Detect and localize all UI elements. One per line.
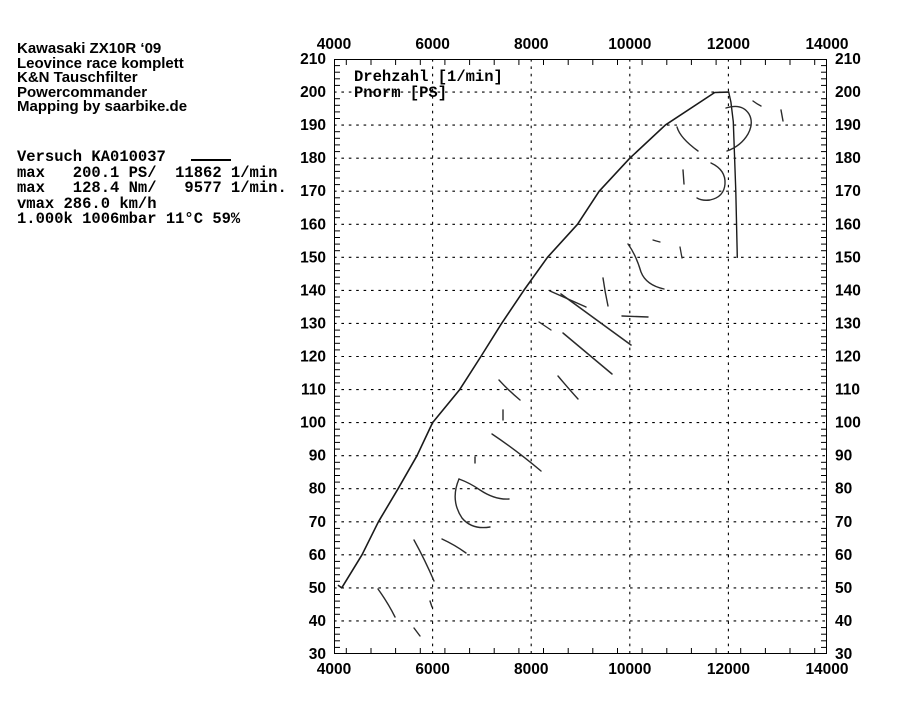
svg-text:170: 170 (835, 183, 861, 200)
svg-text:10000: 10000 (608, 661, 651, 678)
svg-text:150: 150 (835, 249, 861, 266)
svg-text:10000: 10000 (608, 36, 651, 53)
svg-text:110: 110 (835, 382, 860, 399)
svg-text:Pnorm [PS]: Pnorm [PS] (354, 84, 447, 102)
svg-text:90: 90 (309, 448, 326, 465)
svg-text:200: 200 (835, 84, 861, 101)
svg-text:190: 190 (300, 117, 326, 134)
svg-text:100: 100 (835, 415, 861, 432)
svg-text:30: 30 (835, 646, 852, 663)
svg-text:130: 130 (835, 315, 861, 332)
svg-text:40: 40 (309, 613, 326, 630)
svg-text:60: 60 (309, 547, 326, 564)
svg-text:12000: 12000 (707, 36, 750, 53)
svg-text:70: 70 (835, 514, 852, 531)
svg-text:70: 70 (309, 514, 326, 531)
svg-text:14000: 14000 (805, 661, 848, 678)
svg-text:4000: 4000 (317, 661, 351, 678)
svg-text:140: 140 (835, 282, 861, 299)
svg-text:8000: 8000 (514, 36, 548, 53)
svg-text:110: 110 (301, 382, 326, 399)
svg-text:120: 120 (835, 349, 861, 366)
svg-text:210: 210 (835, 51, 861, 68)
svg-text:12000: 12000 (707, 661, 750, 678)
svg-text:120: 120 (300, 349, 326, 366)
svg-text:160: 160 (300, 216, 326, 233)
svg-text:6000: 6000 (415, 661, 449, 678)
svg-text:50: 50 (309, 580, 326, 597)
svg-text:60: 60 (835, 547, 852, 564)
svg-text:80: 80 (309, 481, 326, 498)
svg-text:210: 210 (300, 51, 326, 68)
svg-text:190: 190 (835, 117, 861, 134)
svg-text:50: 50 (835, 580, 852, 597)
svg-text:170: 170 (300, 183, 326, 200)
svg-text:180: 180 (835, 150, 861, 167)
svg-text:6000: 6000 (415, 36, 449, 53)
svg-text:100: 100 (300, 415, 326, 432)
svg-text:150: 150 (300, 249, 326, 266)
svg-text:160: 160 (835, 216, 861, 233)
svg-text:90: 90 (835, 448, 852, 465)
svg-text:30: 30 (309, 646, 326, 663)
svg-text:180: 180 (300, 150, 326, 167)
svg-text:40: 40 (835, 613, 852, 630)
svg-text:8000: 8000 (514, 661, 548, 678)
svg-text:80: 80 (835, 481, 852, 498)
svg-text:130: 130 (300, 315, 326, 332)
svg-text:200: 200 (300, 84, 326, 101)
svg-text:140: 140 (300, 282, 326, 299)
